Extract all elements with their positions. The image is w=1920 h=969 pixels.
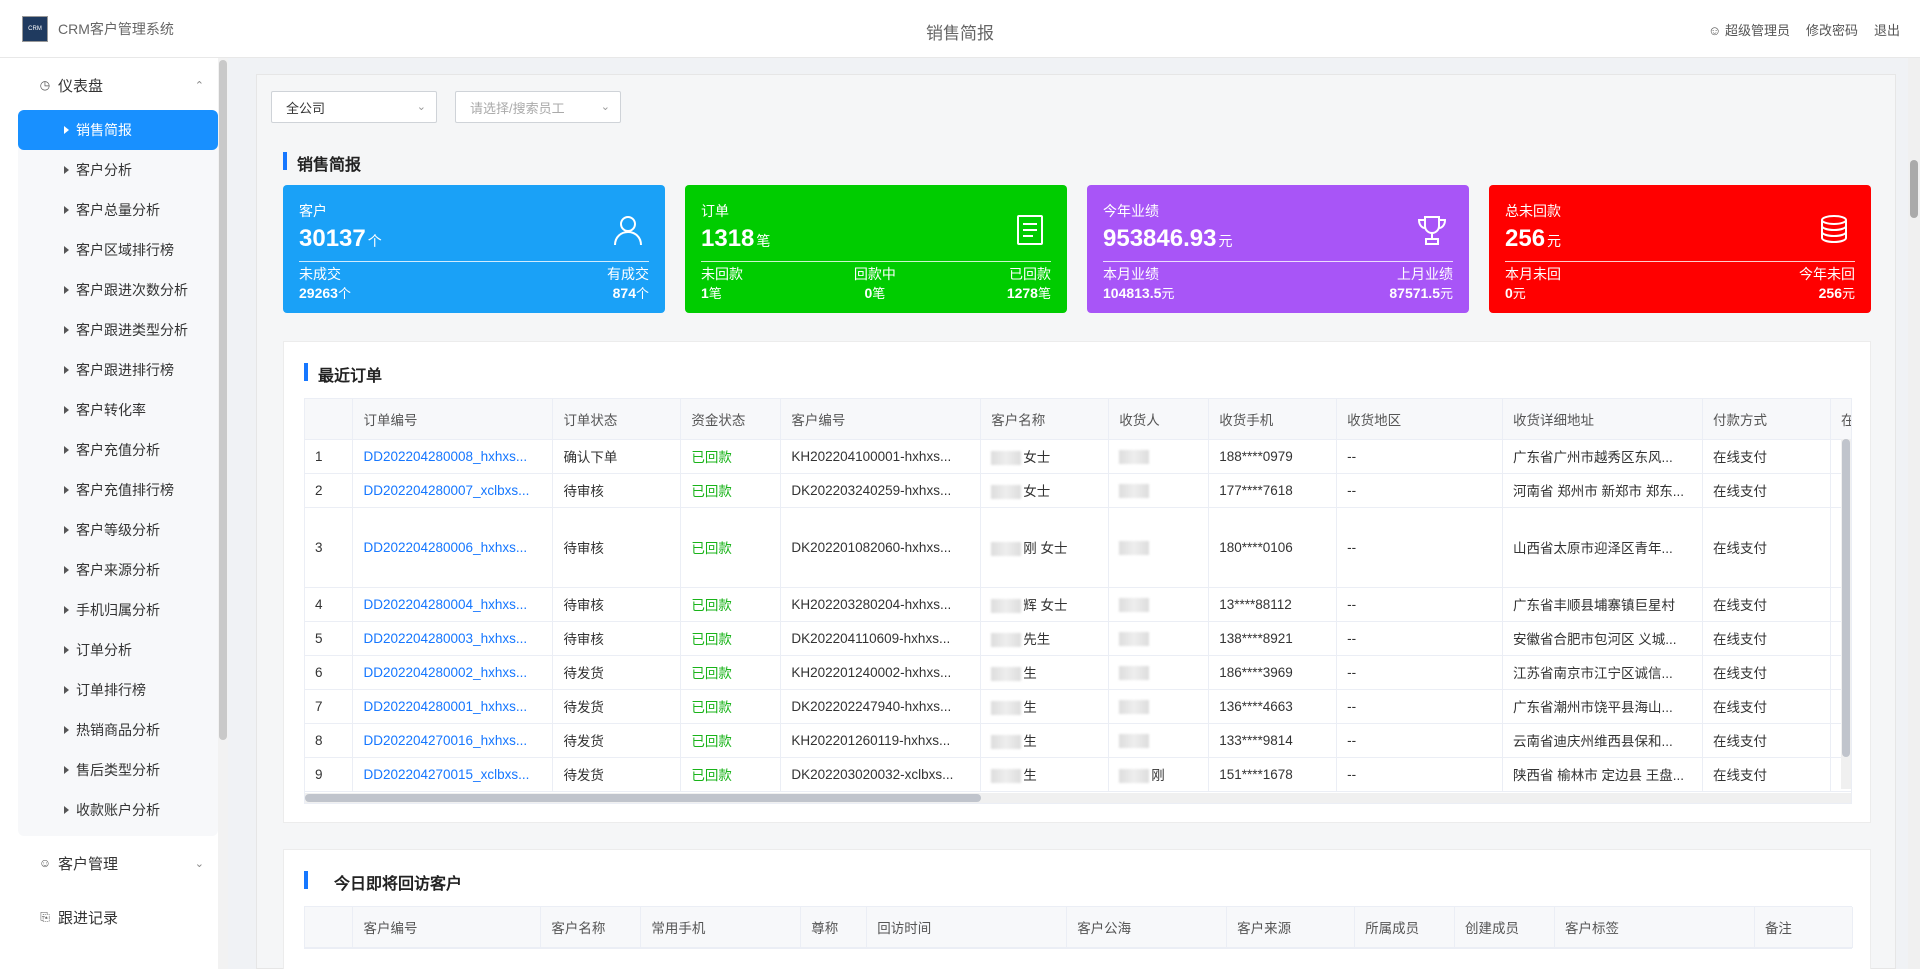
sidebar-item-order-analysis[interactable]: 订单分析	[18, 630, 218, 670]
card-unpaid: 总未回款 256 元 本月未回 0元 今年未回 256元	[1489, 185, 1871, 313]
sidebar-item-followup-type[interactable]: 客户跟进类型分析	[18, 310, 218, 350]
sidebar-item-customer-analysis[interactable]: 客户分析	[18, 150, 218, 190]
sidebar-item-recharge-rank[interactable]: 客户充值排行榜	[18, 470, 218, 510]
table-row[interactable]: 5 DD202204280003_hxhxs... 待审核 已回款 DK20220411…	[305, 621, 1851, 656]
table-row[interactable]: 8 DD202204270016_hxhxs... 待发货 已回款 KH20220126…	[305, 723, 1851, 758]
sidebar-item-phone-location[interactable]: 手机归属分析	[18, 590, 218, 630]
table-row[interactable]: 7 DD202204280001_hxhxs... 待发货 已回款 DK20220224…	[305, 689, 1851, 724]
app-title: CRM客户管理系统	[58, 20, 174, 37]
logout-link[interactable]: 退出	[1873, 23, 1900, 38]
sidebar: ◷ 仪表盘 ⌃ 销售简报 客户分析 客户总量分析 客户区域排行榜 客户跟进次数分…	[0, 58, 228, 969]
person-icon: ☺	[38, 856, 52, 870]
sidebar-item-recharge[interactable]: 客户充值分析	[18, 430, 218, 470]
table-hscroll-thumb[interactable]	[305, 794, 981, 802]
user-menu[interactable]: ☺ 超级管理员	[1708, 23, 1790, 38]
section-title-revisit: 今日即将回访客户	[304, 870, 462, 894]
content-panel: 全公司 ⌄ 请选择/搜索员工 ⌄ 销售简报 客户 30137 个 未成交 29263…	[256, 74, 1896, 969]
coins-icon	[1821, 215, 1847, 244]
chevron-down-icon: ⌄	[416, 101, 426, 113]
sidebar-item-order-rank[interactable]: 订单排行榜	[18, 670, 218, 710]
table-row[interactable]: 9 DD202204270015_xclbxs... 待发货 已回款 DK2022030…	[305, 757, 1851, 792]
chevron-up-icon: ⌃	[194, 79, 204, 92]
table-row[interactable]: 4 DD202204280004_hxhxs... 待审核 已回款 KH20220328…	[305, 587, 1851, 622]
records-icon: ⎘	[40, 909, 50, 924]
table-vertical-scrollbar[interactable]	[1841, 439, 1851, 789]
change-password-link[interactable]: 修改密码	[1805, 23, 1858, 38]
top-bar: CRM CRM客户管理系统 销售简报 ☺ 超级管理员 修改密码 退出	[0, 0, 1920, 58]
sidebar-item-hot-products[interactable]: 热销商品分析	[18, 710, 218, 750]
main-scrollbar[interactable]	[1908, 58, 1920, 969]
menu-followup-records[interactable]: ⎘ 跟进记录	[0, 890, 228, 944]
table-header-row: 客户编号 客户名称 常用手机 尊称 回访时间 客户公海 客户来源 所属成员 创建…	[305, 907, 1854, 948]
sidebar-item-followup-count[interactable]: 客户跟进次数分析	[18, 270, 218, 310]
company-select[interactable]: 全公司 ⌄	[271, 91, 437, 123]
chevron-down-icon: ⌄	[194, 857, 204, 870]
section-title-sales-brief: 销售简报	[283, 151, 361, 175]
main-area: 全公司 ⌄ 请选择/搜索员工 ⌄ 销售简报 客户 30137 个 未成交 29263…	[238, 58, 1920, 969]
recent-orders-box: 最近订单 订单编号 订单状态 资金状态 客户编号 客户名称 收货人 收货手机	[283, 341, 1871, 823]
sidebar-item-conversion[interactable]: 客户转化率	[18, 390, 218, 430]
sidebar-item-customer-total[interactable]: 客户总量分析	[18, 190, 218, 230]
person-icon	[614, 216, 642, 246]
menu-customer-management[interactable]: ☺ 客户管理 ⌄	[38, 855, 204, 873]
table-horizontal-scrollbar[interactable]	[305, 793, 1851, 803]
section-title-recent-orders: 最近订单	[304, 362, 382, 386]
card-performance: 今年业绩 953846.93 元 本月业绩 104813.5元 上月业绩 87571.…	[1087, 185, 1469, 313]
employee-select[interactable]: 请选择/搜索员工 ⌄	[455, 91, 621, 123]
sidebar-item-after-sales[interactable]: 售后类型分析	[18, 750, 218, 790]
table-row[interactable]: 1 DD202204280008_hxhxs... 确认下单 已回款 KH2022041…	[305, 439, 1851, 474]
recent-orders-table: 订单编号 订单状态 资金状态 客户编号 客户名称 收货人 收货手机 收货地区 收…	[304, 398, 1852, 804]
sidebar-item-source[interactable]: 客户来源分析	[18, 550, 218, 590]
table-row[interactable]: 2 DD202204280007_xclbxs... 待审核 已回款 DK2022032…	[305, 473, 1851, 508]
table-row[interactable]: 6 DD202204280002_hxhxs... 待发货 已回款 KH20220124…	[305, 655, 1851, 690]
menu-dashboard[interactable]: ◷ 仪表盘 ⌃	[39, 77, 204, 95]
page-title: 销售简报	[926, 24, 994, 43]
revisit-box: 今日即将回访客户 客户编号 客户名称 常用手机 尊称 回访时间 客户公海 客户来…	[283, 849, 1871, 969]
trophy-icon	[1417, 216, 1447, 245]
sidebar-item-sales-brief[interactable]: 销售简报	[18, 110, 218, 150]
sidebar-item-customer-region-rank[interactable]: 客户区域排行榜	[18, 230, 218, 270]
user-icon: ☺	[1708, 23, 1722, 38]
table-vscroll-thumb[interactable]	[1842, 439, 1850, 757]
main-scroll-thumb[interactable]	[1910, 160, 1918, 218]
revisit-table: 客户编号 客户名称 常用手机 尊称 回访时间 客户公海 客户来源 所属成员 创建…	[304, 906, 1854, 949]
dashboard-submenu: 销售简报 客户分析 客户总量分析 客户区域排行榜 客户跟进次数分析 客户跟进类型…	[18, 110, 218, 836]
sidebar-item-level[interactable]: 客户等级分析	[18, 510, 218, 550]
logo-icon: CRM	[22, 15, 48, 42]
card-order: 订单 1318 笔 未回款 1笔 回款中 0笔 已回款 1278笔	[685, 185, 1067, 313]
document-icon	[1017, 215, 1043, 245]
sidebar-scroll-thumb[interactable]	[219, 60, 227, 740]
dashboard-icon: ◷	[39, 78, 51, 92]
sidebar-scrollbar[interactable]	[218, 58, 228, 969]
table-row[interactable]: 3 DD202204280006_hxhxs... 待审核 已回款 DK20220108…	[305, 507, 1851, 588]
chevron-down-icon: ⌄	[600, 101, 610, 113]
sidebar-item-followup-rank[interactable]: 客户跟进排行榜	[18, 350, 218, 390]
card-customer: 客户 30137 个 未成交 29263个 有成交 874个	[283, 185, 665, 313]
sidebar-item-payment-account[interactable]: 收款账户分析	[18, 790, 218, 830]
table-header-row: 订单编号 订单状态 资金状态 客户编号 客户名称 收货人 收货手机 收货地区 收…	[305, 399, 1851, 440]
